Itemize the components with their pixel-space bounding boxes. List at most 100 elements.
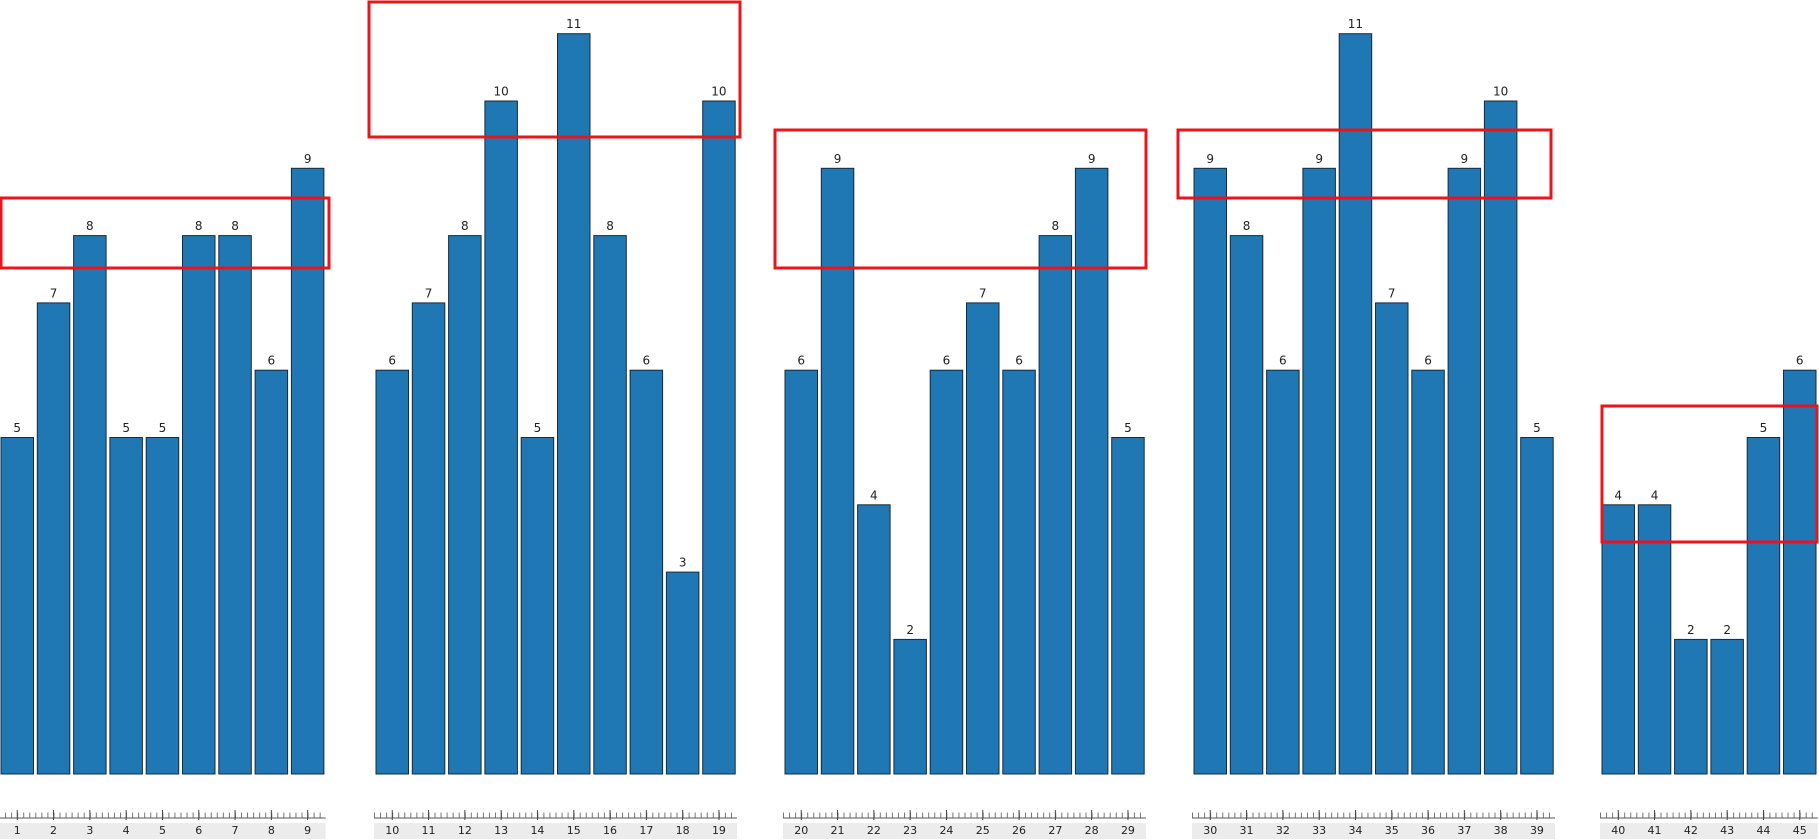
- value-label: 6: [268, 354, 276, 368]
- x-tick-label: 35: [1385, 824, 1399, 837]
- x-tick-label: 42: [1684, 824, 1698, 837]
- x-tick-label: 23: [903, 824, 917, 837]
- x-tick-label: 38: [1494, 824, 1508, 837]
- bar: [1483, 100, 1518, 775]
- bar: [665, 571, 700, 775]
- bar: [254, 369, 289, 775]
- bar: [1746, 437, 1781, 775]
- value-label: 6: [1279, 354, 1287, 368]
- x-tick-label: 21: [831, 824, 845, 837]
- axis-band: [1192, 823, 1555, 839]
- x-tick-label: 1: [14, 824, 21, 837]
- value-label: 9: [1315, 152, 1323, 166]
- value-label: 6: [943, 354, 951, 368]
- value-label: 6: [797, 354, 805, 368]
- value-label: 8: [606, 219, 614, 233]
- bar-group: 6 10 7 11 8 12 10 13 5 14 11 15 8 16 6 17 3 18 10 19: [374, 17, 737, 839]
- x-tick-label: 7: [232, 824, 239, 837]
- x-tick-label: 33: [1312, 824, 1326, 837]
- value-label: 6: [1796, 354, 1804, 368]
- bar: [1375, 302, 1409, 775]
- value-label: 7: [50, 286, 58, 300]
- axis-band: [1600, 823, 1818, 839]
- bar: [1229, 235, 1264, 775]
- value-label: 7: [425, 286, 433, 300]
- bar: [557, 33, 591, 775]
- bar: [145, 437, 180, 775]
- x-tick-label: 39: [1530, 824, 1544, 837]
- x-tick-label: 45: [1793, 824, 1807, 837]
- axis-band: [374, 823, 737, 839]
- x-tick-label: 4: [123, 824, 130, 837]
- highlight-box: [367, 0, 742, 139]
- bar: [857, 504, 891, 775]
- bar: [411, 302, 446, 775]
- x-tick-label: 27: [1048, 824, 1062, 837]
- x-tick-label: 9: [304, 824, 311, 837]
- x-tick-label: 32: [1276, 824, 1290, 837]
- value-label: 4: [1614, 488, 1622, 502]
- x-tick-label: 25: [976, 824, 990, 837]
- x-tick-label: 17: [639, 824, 653, 837]
- value-label: 4: [1651, 488, 1659, 502]
- bar-group: 5 1 7 2 8 3 5 4 5 5 8 6 8 7 6 8 9 9: [0, 152, 326, 839]
- value-label: 8: [461, 219, 469, 233]
- axis-band: [783, 823, 1146, 839]
- bar: [1520, 437, 1554, 775]
- bar: [448, 235, 482, 775]
- value-label: 10: [711, 85, 726, 99]
- value-label: 5: [534, 421, 542, 435]
- bar: [182, 235, 216, 775]
- value-label: 5: [1124, 421, 1132, 435]
- bar: [375, 369, 409, 775]
- x-tick-label: 18: [676, 824, 690, 837]
- value-label: 9: [304, 152, 312, 166]
- bar: [520, 437, 555, 775]
- value-label: 8: [195, 219, 203, 233]
- value-label: 2: [1723, 623, 1731, 637]
- x-tick-label: 22: [867, 824, 881, 837]
- x-tick-label: 14: [530, 824, 544, 837]
- x-tick-label: 2: [50, 824, 57, 837]
- bar: [36, 302, 71, 775]
- x-tick-label: 37: [1457, 824, 1471, 837]
- value-label: 4: [870, 488, 878, 502]
- bar: [1637, 504, 1672, 775]
- value-label: 7: [1388, 286, 1396, 300]
- bar: [1074, 167, 1109, 775]
- x-tick-label: 29: [1121, 824, 1135, 837]
- value-label: 8: [231, 219, 239, 233]
- bar: [893, 638, 927, 775]
- bar: [1601, 504, 1635, 775]
- highlight-box: [1600, 404, 1819, 544]
- x-tick-label: 31: [1240, 824, 1254, 837]
- value-label: 10: [1493, 85, 1508, 99]
- value-label: 10: [494, 85, 509, 99]
- value-label: 5: [1760, 421, 1768, 435]
- x-tick-label: 40: [1611, 824, 1625, 837]
- bar: [1193, 167, 1227, 775]
- value-label: 8: [1052, 219, 1060, 233]
- x-tick-label: 8: [268, 824, 275, 837]
- bar: [1266, 369, 1300, 775]
- x-tick-label: 10: [385, 824, 399, 837]
- x-tick-label: 26: [1012, 824, 1026, 837]
- x-tick-label: 34: [1348, 824, 1362, 837]
- value-label: 3: [679, 556, 687, 570]
- x-tick-label: 12: [458, 824, 472, 837]
- bar: [1002, 369, 1036, 775]
- value-label: 6: [1015, 354, 1023, 368]
- highlights: [0, 0, 1819, 544]
- x-tick-label: 20: [794, 824, 808, 837]
- bar: [1447, 167, 1482, 775]
- bar: [1674, 638, 1708, 775]
- x-tick-label: 44: [1756, 824, 1770, 837]
- value-label: 2: [1687, 623, 1695, 637]
- value-label: 9: [834, 152, 842, 166]
- x-tick-label: 16: [603, 824, 617, 837]
- bar: [702, 100, 736, 775]
- x-tick-label: 5: [159, 824, 166, 837]
- highlight-box: [1176, 128, 1553, 200]
